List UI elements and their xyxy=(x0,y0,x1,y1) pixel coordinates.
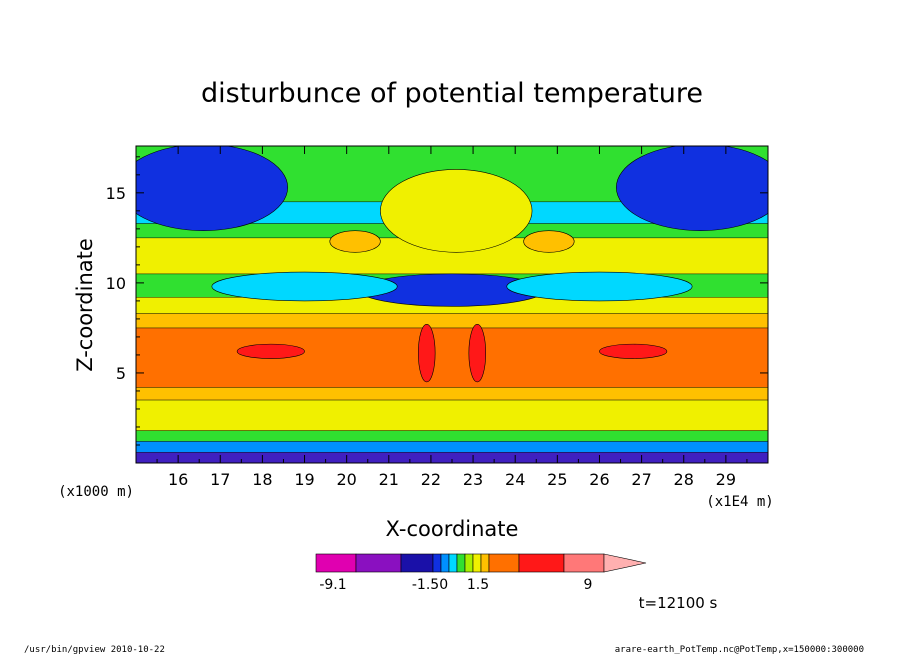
colorbar-swatch-7 xyxy=(464,553,474,573)
x-tick-label: 20 xyxy=(336,470,356,489)
time-annotation: t=12100 s xyxy=(639,594,718,612)
colorbar-swatch-9 xyxy=(480,553,490,573)
center-max-left xyxy=(417,324,436,383)
y-tick-label: 10 xyxy=(106,274,126,293)
x-tick-label: 17 xyxy=(210,470,230,489)
colorbar-label: -9.1 xyxy=(319,577,346,593)
x-unit-label: (x1E4 m) xyxy=(706,494,773,510)
colorbar: -9.1 -1.50 1.5 9 xyxy=(315,553,647,593)
right-mid-cyan xyxy=(506,271,693,302)
left-mid-cyan xyxy=(211,271,398,302)
x-tick-label: 25 xyxy=(547,470,567,489)
chart-title: disturbunce of potential temperature xyxy=(201,78,703,109)
colorbar-swatch-10 xyxy=(488,553,520,573)
y-unit-label: (x1000 m) xyxy=(58,484,134,500)
colorbar-arrow xyxy=(603,553,647,573)
x-tick-label: 22 xyxy=(421,470,441,489)
right-max xyxy=(599,343,668,359)
y-tick-label: 15 xyxy=(106,184,126,203)
x-tick-label: 26 xyxy=(589,470,609,489)
x-tick-label: 27 xyxy=(631,470,651,489)
x-axis: 16 17 18 19 20 21 22 23 24 25 26 27 28 29 xyxy=(156,146,748,489)
colorbar-swatch-2 xyxy=(400,553,434,573)
x-tick-label: 29 xyxy=(716,470,736,489)
contour-band-2 xyxy=(136,430,768,442)
colorbar-swatch-8 xyxy=(472,553,482,573)
x-tick-label: 21 xyxy=(379,470,399,489)
colorbar-swatch-1 xyxy=(355,553,402,573)
x-tick-label: 18 xyxy=(252,470,272,489)
colorbar-swatch-0 xyxy=(315,553,357,573)
upper-left-ring xyxy=(136,146,288,231)
x-tick-label: 19 xyxy=(294,470,314,489)
footer-command: /usr/bin/gpview 2010-10-22 xyxy=(24,645,165,654)
colorbar-label: 9 xyxy=(584,577,593,593)
colorbar-label: 1.5 xyxy=(467,577,489,593)
colorbar-swatch-4 xyxy=(440,553,450,573)
x-tick-label: 28 xyxy=(674,470,694,489)
y-tick-label: 5 xyxy=(116,364,126,383)
colorbar-swatch-5 xyxy=(448,553,458,573)
colorbar-label: -1.50 xyxy=(412,577,448,593)
x-tick-label: 23 xyxy=(463,470,483,489)
upper-right-ring xyxy=(616,146,768,231)
upper-orange-right xyxy=(523,230,575,253)
x-tick-label: 24 xyxy=(505,470,525,489)
y-axis: 5 10 15 xyxy=(106,156,768,446)
contour-band-4 xyxy=(136,387,768,401)
contour-plot-area xyxy=(136,146,768,463)
left-max xyxy=(236,343,305,359)
contour-band-6 xyxy=(136,313,768,329)
x-tick-label: 16 xyxy=(168,470,188,489)
upper-orange-left xyxy=(329,230,381,253)
colorbar-swatch-12 xyxy=(563,553,605,573)
footer-source: arare-earth_PotTemp.nc@PotTemp,x=150000:… xyxy=(615,645,864,654)
x-axis-label: X-coordinate xyxy=(386,517,519,541)
y-axis-label: Z-coordinate xyxy=(73,238,97,372)
colorbar-swatch-3 xyxy=(432,553,442,573)
contour-band-3 xyxy=(136,399,768,431)
center-max-right xyxy=(468,324,487,383)
contour-band-5 xyxy=(136,327,768,388)
colorbar-swatch-11 xyxy=(518,553,565,573)
upper-yellow-center xyxy=(380,169,533,253)
contour-band-1 xyxy=(136,441,768,453)
colorbar-swatch-6 xyxy=(456,553,466,573)
